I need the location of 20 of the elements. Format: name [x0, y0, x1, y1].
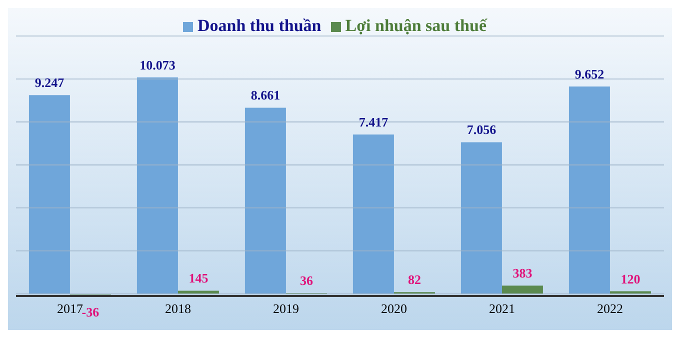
data-label: 145 — [188, 270, 209, 286]
x-tick-label: 2019 — [273, 301, 299, 316]
data-label: 8.661 — [250, 88, 280, 103]
x-tick-label: 2017 — [57, 301, 84, 316]
x-tick-label: 2018 — [165, 301, 191, 316]
x-tick-label: 2022 — [597, 301, 623, 316]
data-label: 36 — [300, 273, 314, 288]
x-tick-label: 2020 — [381, 301, 407, 316]
x-tick-label: 2021 — [489, 301, 515, 316]
data-label: 7.417 — [358, 114, 389, 130]
data-label: 383 — [512, 266, 533, 281]
data-label: 9.247 — [34, 75, 65, 90]
data-label: 10.073 — [140, 57, 176, 72]
data-label: 82 — [408, 272, 421, 288]
legend-label: Doanh thu thuần — [197, 16, 322, 35]
data-label: -36 — [82, 304, 100, 320]
legend-label: Lợi nhuận sau thuế — [345, 16, 486, 35]
data-label: 7.056 — [466, 122, 497, 138]
data-label: 120 — [620, 271, 640, 286]
data-label: 9.652 — [574, 66, 604, 82]
